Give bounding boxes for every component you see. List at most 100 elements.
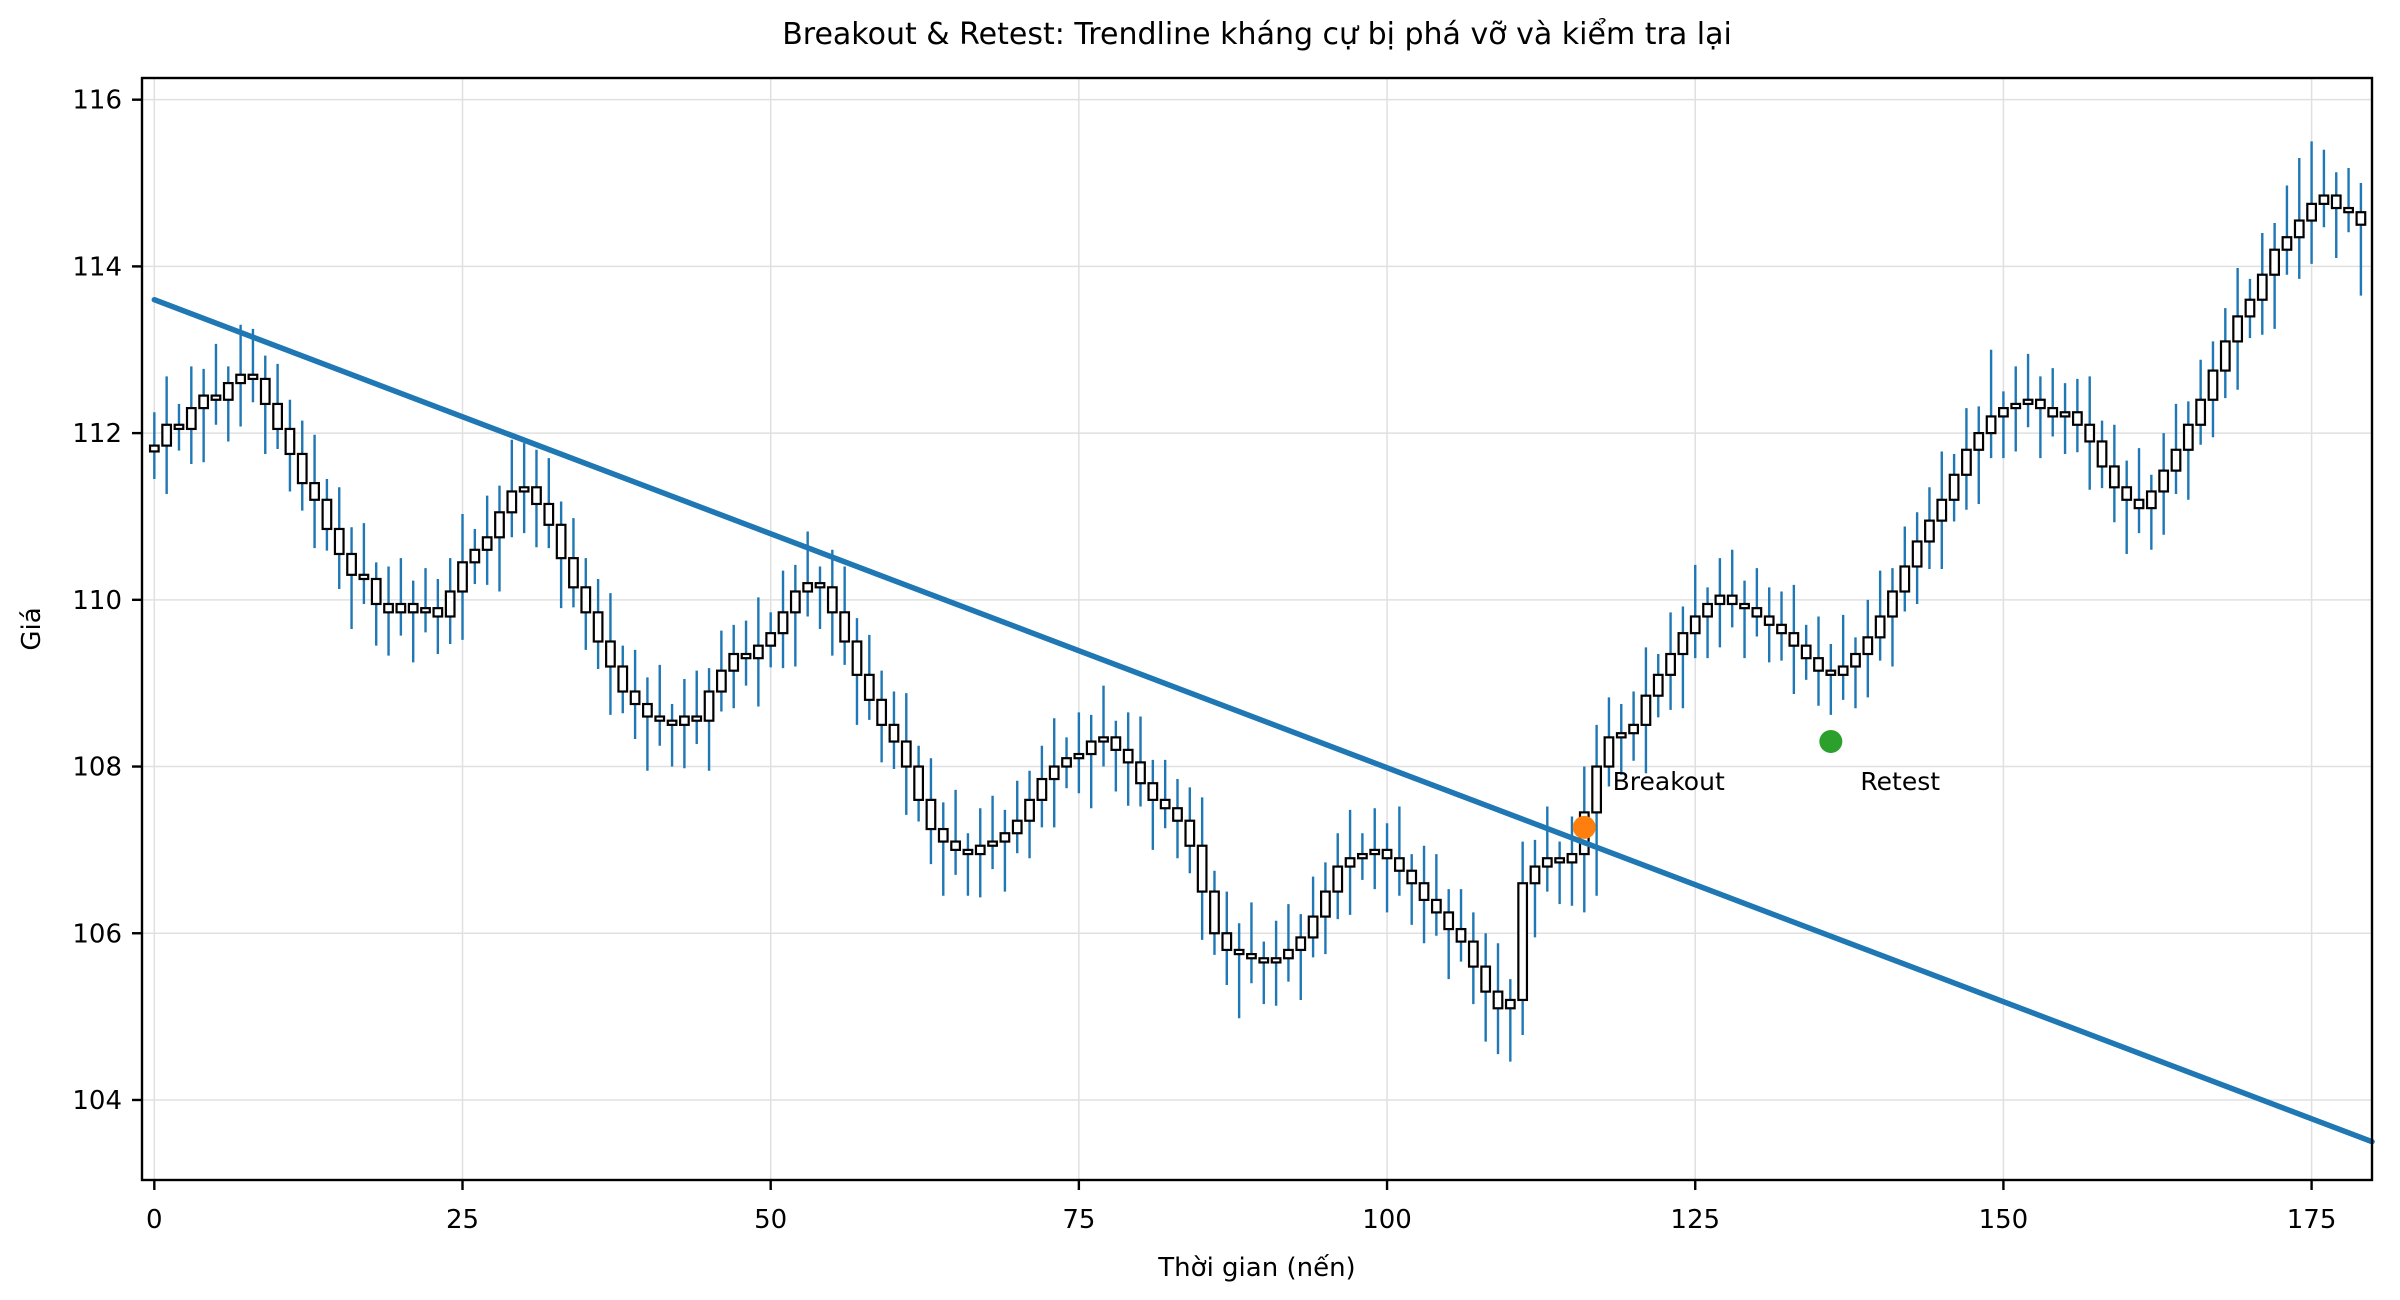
- candle-body: [1085, 740, 1097, 756]
- x-tick-label: 75: [1062, 1205, 1095, 1235]
- candle-body: [851, 640, 863, 676]
- candle-body: [1554, 857, 1566, 864]
- x-tick-label: 50: [754, 1205, 787, 1235]
- candle-body: [198, 394, 210, 410]
- candle-body: [358, 573, 370, 581]
- candle-body: [259, 377, 271, 406]
- candle-body: [1406, 869, 1418, 885]
- candle-body: [235, 373, 247, 385]
- candle-body: [1418, 882, 1430, 902]
- candle-body: [346, 552, 357, 576]
- candle-body: [974, 844, 986, 856]
- candle-body: [1048, 765, 1060, 781]
- candle-body: [740, 652, 752, 660]
- candle-body: [2318, 194, 2330, 205]
- candle-body: [789, 590, 801, 614]
- candle-body: [2195, 398, 2207, 426]
- candle-body: [642, 702, 653, 718]
- x-tick-label: 100: [1362, 1205, 1412, 1235]
- candle-body: [1998, 406, 2009, 418]
- candle-body: [1924, 519, 1935, 543]
- markers-layer: [1572, 730, 1843, 839]
- candle-body: [1776, 623, 1787, 635]
- candle-body: [1393, 857, 1405, 872]
- candles-layer: [148, 141, 2367, 1062]
- candle-body: [1517, 882, 1529, 1002]
- candle-body: [1024, 798, 1035, 822]
- candle-body: [531, 486, 542, 506]
- y-tick-label: 104: [72, 1086, 122, 1116]
- candle-body: [309, 482, 320, 501]
- candle-body: [568, 557, 579, 589]
- candle-body: [1159, 798, 1171, 810]
- candle-body: [703, 690, 715, 722]
- candle-body: [1603, 736, 1615, 768]
- candle-body: [913, 765, 925, 801]
- candle-body: [1714, 594, 1726, 606]
- candle-body: [2330, 194, 2342, 210]
- candle-body: [1862, 636, 1874, 656]
- candle-body: [2170, 448, 2182, 472]
- resistance-trendline: [151, 296, 2375, 1145]
- candle-body: [1344, 857, 1356, 868]
- candle-body: [1887, 590, 1898, 618]
- candle-body: [888, 723, 900, 743]
- candle-body: [1221, 932, 1233, 952]
- candle-body: [2133, 498, 2145, 510]
- plot-border: [140, 76, 2374, 1182]
- candle-body: [481, 536, 493, 551]
- candle-body: [2355, 211, 2367, 226]
- candle-body: [1147, 782, 1159, 801]
- candle-body: [407, 602, 419, 614]
- candle-body: [715, 669, 727, 693]
- candle-body: [1689, 615, 1701, 635]
- candle-body: [1443, 911, 1455, 931]
- x-tick-label: 125: [1670, 1205, 1720, 1235]
- candle-body: [937, 827, 949, 843]
- y-tick-label: 114: [72, 252, 122, 282]
- candle-body: [1209, 890, 1220, 935]
- candle-body: [2022, 398, 2034, 406]
- candle-body: [1652, 673, 1664, 697]
- candle-body: [1566, 852, 1578, 864]
- candle-body: [457, 561, 468, 593]
- candle-body: [161, 423, 173, 447]
- candle-body: [1356, 852, 1368, 860]
- breakout-annotation: Breakout: [1613, 767, 1725, 796]
- candle-body: [605, 640, 616, 668]
- candle-body: [1332, 865, 1344, 893]
- candle-body: [1430, 898, 1442, 914]
- candle-body: [765, 632, 777, 647]
- candle-body: [1948, 473, 1960, 501]
- candle-body: [752, 644, 764, 660]
- x-axis-label: Thời gian (nến): [1157, 1253, 1355, 1283]
- candle-body: [2207, 369, 2219, 401]
- candle-body: [2182, 423, 2194, 451]
- candle-body: [654, 715, 666, 722]
- candle-body: [1813, 657, 1824, 672]
- candle-body: [2219, 340, 2231, 372]
- retest-marker: [1819, 730, 1843, 754]
- candle-body: [1172, 807, 1183, 822]
- candle-body: [691, 715, 703, 722]
- candle-body: [543, 502, 555, 526]
- candle-body: [185, 406, 197, 431]
- y-tick-label: 110: [72, 586, 122, 616]
- y-tick-label: 106: [72, 919, 122, 949]
- candle-body: [1726, 594, 1738, 606]
- candle-body: [1763, 615, 1775, 626]
- candle-body: [876, 698, 888, 726]
- y-axis-label: Giá: [17, 607, 47, 650]
- candle-body: [1110, 736, 1122, 751]
- x-tick-label: 0: [146, 1205, 163, 1235]
- y-tick-label: 116: [72, 86, 122, 116]
- candle-body: [1184, 819, 1196, 847]
- candle-body: [2059, 411, 2071, 418]
- candle-body: [1702, 602, 1713, 618]
- candle-body: [1911, 540, 1923, 568]
- axis-ticks: [132, 98, 2313, 1190]
- candle-body: [444, 590, 456, 618]
- candle-body: [1196, 844, 1208, 893]
- y-tick-label: 112: [72, 419, 122, 449]
